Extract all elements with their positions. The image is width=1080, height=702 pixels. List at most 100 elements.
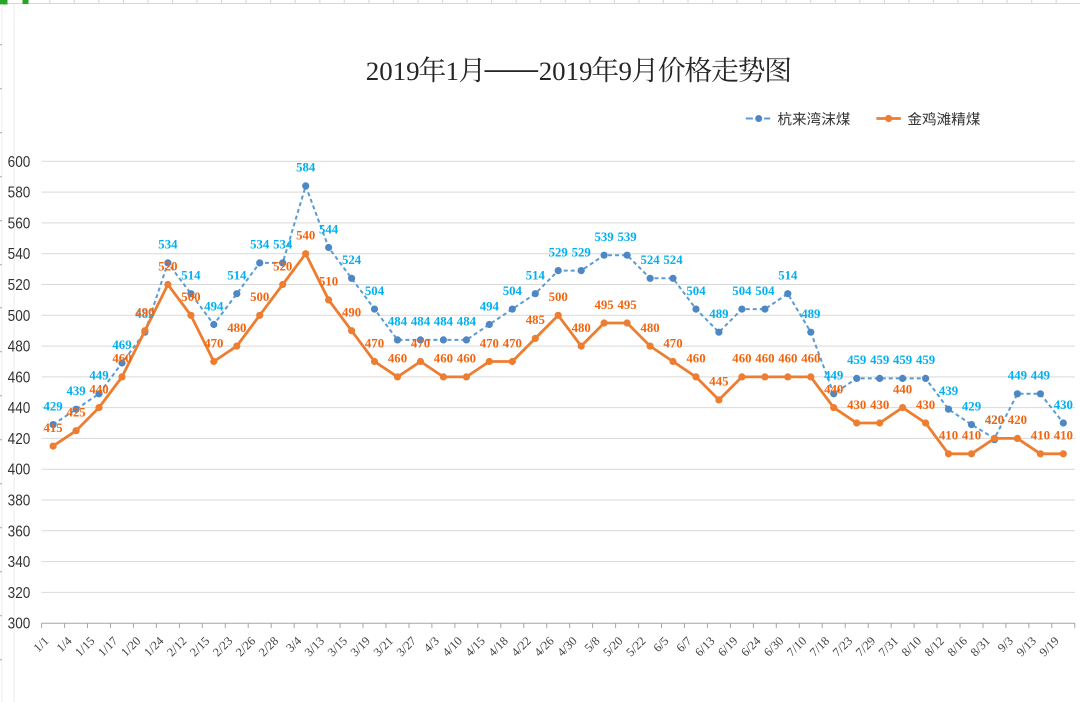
svg-text:440: 440 xyxy=(893,382,912,396)
svg-text:440: 440 xyxy=(89,382,108,396)
svg-text:470: 470 xyxy=(204,336,223,350)
svg-text:460: 460 xyxy=(112,352,131,366)
svg-text:500: 500 xyxy=(181,290,200,304)
svg-text:460: 460 xyxy=(388,352,407,366)
svg-text:504: 504 xyxy=(503,284,523,298)
svg-text:514: 514 xyxy=(778,269,798,283)
svg-text:484: 484 xyxy=(457,315,477,329)
svg-text:460: 460 xyxy=(801,352,820,366)
svg-text:400: 400 xyxy=(8,462,31,479)
svg-text:534: 534 xyxy=(250,238,270,252)
svg-text:459: 459 xyxy=(870,353,889,367)
svg-text:470: 470 xyxy=(411,336,430,350)
svg-text:480: 480 xyxy=(8,339,31,356)
svg-text:494: 494 xyxy=(480,299,500,313)
svg-text:529: 529 xyxy=(572,245,591,259)
svg-text:469: 469 xyxy=(112,338,131,352)
svg-text:459: 459 xyxy=(847,353,866,367)
svg-text:420: 420 xyxy=(8,431,31,448)
svg-text:600: 600 xyxy=(8,154,31,171)
svg-text:460: 460 xyxy=(434,352,453,366)
svg-text:524: 524 xyxy=(640,253,660,267)
svg-text:490: 490 xyxy=(342,306,361,320)
svg-text:489: 489 xyxy=(135,307,154,321)
svg-text:460: 460 xyxy=(8,370,31,387)
svg-text:429: 429 xyxy=(962,399,981,413)
svg-text:510: 510 xyxy=(319,275,338,289)
svg-text:459: 459 xyxy=(916,353,935,367)
svg-text:540: 540 xyxy=(296,229,315,243)
svg-text:490: 490 xyxy=(135,306,154,320)
svg-text:1: 1 xyxy=(446,56,459,86)
svg-text:440: 440 xyxy=(8,400,31,417)
svg-text:340: 340 xyxy=(8,554,31,571)
svg-text:485: 485 xyxy=(526,313,545,327)
svg-text:439: 439 xyxy=(939,384,958,398)
svg-text:320: 320 xyxy=(8,585,31,602)
svg-text:504: 504 xyxy=(755,284,775,298)
svg-text:534: 534 xyxy=(273,238,293,252)
svg-text:484: 484 xyxy=(411,315,431,329)
svg-text:300: 300 xyxy=(8,616,31,633)
svg-text:504: 504 xyxy=(365,284,385,298)
svg-text:410: 410 xyxy=(962,429,981,443)
svg-text:514: 514 xyxy=(526,269,546,283)
svg-text:449: 449 xyxy=(1031,369,1050,383)
svg-text:440: 440 xyxy=(824,382,843,396)
svg-text:460: 460 xyxy=(778,352,797,366)
svg-text:495: 495 xyxy=(594,298,613,312)
svg-text:360: 360 xyxy=(8,523,31,540)
svg-text:480: 480 xyxy=(227,321,246,335)
svg-text:420: 420 xyxy=(985,413,1004,427)
svg-text:420: 420 xyxy=(1008,413,1027,427)
svg-text:410: 410 xyxy=(1031,429,1050,443)
svg-text:520: 520 xyxy=(158,259,177,273)
svg-text:494: 494 xyxy=(204,299,224,313)
svg-text:439: 439 xyxy=(66,384,85,398)
svg-text:534: 534 xyxy=(158,238,178,252)
svg-text:539: 539 xyxy=(594,230,613,244)
svg-text:480: 480 xyxy=(640,321,659,335)
svg-text:480: 480 xyxy=(572,321,591,335)
svg-text:470: 470 xyxy=(480,336,499,350)
svg-text:520: 520 xyxy=(273,259,292,273)
svg-text:500: 500 xyxy=(549,290,568,304)
svg-text:445: 445 xyxy=(709,375,728,389)
svg-text:449: 449 xyxy=(824,369,843,383)
svg-text:584: 584 xyxy=(296,161,316,175)
svg-text:560: 560 xyxy=(8,216,31,233)
svg-text:514: 514 xyxy=(181,269,201,283)
svg-text:540: 540 xyxy=(8,246,31,263)
svg-text:380: 380 xyxy=(8,493,31,510)
svg-text:520: 520 xyxy=(8,277,31,294)
svg-text:430: 430 xyxy=(870,398,889,412)
svg-text:460: 460 xyxy=(457,352,476,366)
svg-text:410: 410 xyxy=(939,429,958,443)
svg-text:514: 514 xyxy=(227,269,247,283)
svg-text:430: 430 xyxy=(847,398,866,412)
svg-text:2019: 2019 xyxy=(366,56,420,86)
svg-text:489: 489 xyxy=(709,307,728,321)
svg-text:539: 539 xyxy=(617,230,636,244)
svg-text:489: 489 xyxy=(801,307,820,321)
svg-text:2019: 2019 xyxy=(539,56,593,86)
svg-text:484: 484 xyxy=(434,315,454,329)
svg-text:524: 524 xyxy=(663,253,683,267)
svg-text:460: 460 xyxy=(686,352,705,366)
svg-text:504: 504 xyxy=(686,284,706,298)
svg-text:460: 460 xyxy=(732,352,751,366)
svg-text:415: 415 xyxy=(43,421,62,435)
svg-text:430: 430 xyxy=(1054,398,1073,412)
svg-text:410: 410 xyxy=(1054,429,1073,443)
svg-text:524: 524 xyxy=(342,253,362,267)
svg-text:459: 459 xyxy=(893,353,912,367)
svg-text:470: 470 xyxy=(365,336,384,350)
svg-text:484: 484 xyxy=(388,315,408,329)
svg-text:500: 500 xyxy=(250,290,269,304)
svg-text:495: 495 xyxy=(617,298,636,312)
svg-text:449: 449 xyxy=(1008,369,1027,383)
svg-text:580: 580 xyxy=(8,185,31,202)
svg-text:430: 430 xyxy=(916,398,935,412)
svg-text:9: 9 xyxy=(619,56,632,86)
svg-text:420: 420 xyxy=(985,413,1004,427)
